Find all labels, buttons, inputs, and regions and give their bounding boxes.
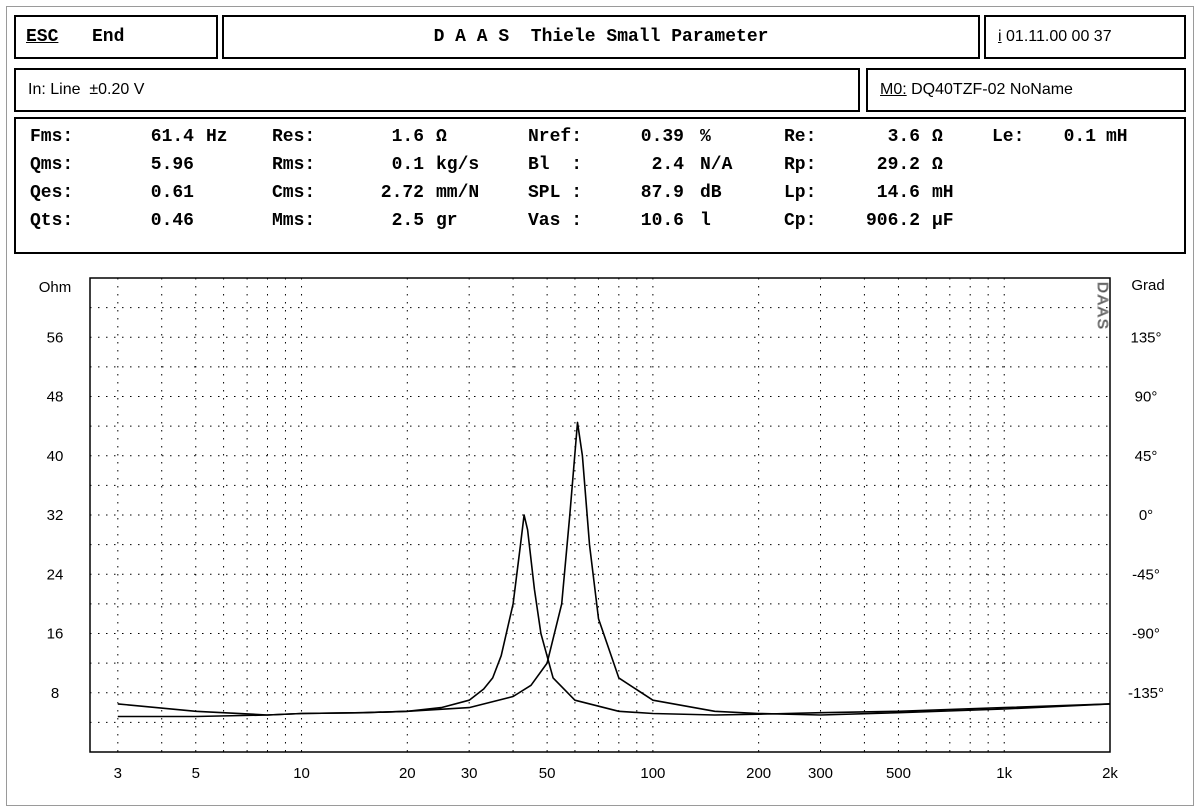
param-value: 29.2	[876, 155, 920, 175]
param-value: 0.39	[640, 127, 684, 147]
y-axis-label-left: Ohm	[39, 279, 72, 296]
y-tick-label-left: 16	[47, 626, 64, 643]
info-box[interactable]: i 01.11.00 00 37	[984, 15, 1186, 59]
param-unit: µF	[932, 211, 954, 231]
param-label: SPL :	[528, 183, 583, 203]
y-tick-label-left: 48	[47, 389, 64, 406]
y-tick-label-right: 135°	[1130, 329, 1161, 346]
param-label: Rp:	[784, 155, 817, 175]
info-button[interactable]: i	[998, 28, 1002, 45]
param-label: Le:	[992, 127, 1025, 147]
param-label: Qes:	[30, 183, 74, 203]
param-label: Cp:	[784, 211, 817, 231]
param-unit: mm/N	[436, 183, 480, 203]
param-label: Lp:	[784, 183, 817, 203]
param-value: 87.9	[640, 183, 684, 203]
param-unit: kg/s	[436, 155, 480, 175]
y-tick-label-right: -45°	[1132, 566, 1160, 583]
title-box: D A A S Thiele Small Parameter	[222, 15, 980, 59]
x-tick-label: 20	[399, 765, 416, 782]
y-tick-label-left: 8	[51, 685, 59, 702]
param-label: Bl :	[528, 155, 583, 175]
info-line: i 01.11.00 00 37	[998, 17, 1112, 57]
input-box: In: Line ±0.20 V	[14, 68, 860, 112]
param-unit: Ω	[932, 127, 943, 147]
param-label: Re:	[784, 127, 817, 147]
x-tick-label: 200	[746, 765, 771, 782]
param-unit: Ω	[932, 155, 943, 175]
y-tick-label-left: 40	[47, 448, 64, 465]
memory-key[interactable]: M0:	[880, 81, 907, 98]
memory-line: M0: DQ40TZF-02 NoName	[880, 70, 1073, 110]
y-tick-label-right: 90°	[1135, 389, 1158, 406]
param-value: 14.6	[876, 183, 920, 203]
memory-box[interactable]: M0: DQ40TZF-02 NoName	[866, 68, 1186, 112]
param-unit: Hz	[206, 127, 228, 147]
param-label: Fms:	[30, 127, 74, 147]
param-label: Res:	[272, 127, 316, 147]
param-value: 10.6	[640, 211, 684, 231]
param-value: 2.4	[651, 155, 684, 175]
page-title: D A A S Thiele Small Parameter	[433, 27, 769, 47]
x-tick-label: 50	[539, 765, 556, 782]
param-label: Vas :	[528, 211, 583, 231]
y-tick-label-right: -90°	[1132, 626, 1160, 643]
esc-button[interactable]: ESC	[26, 27, 59, 47]
param-value: 0.1	[391, 155, 424, 175]
param-value: 0.61	[150, 183, 194, 203]
param-value: 3.6	[887, 127, 920, 147]
param-label: Qms:	[30, 155, 74, 175]
x-tick-label: 3	[114, 765, 122, 782]
param-unit: l	[700, 211, 711, 231]
param-value: 906.2	[865, 211, 920, 231]
param-value: 1.6	[391, 127, 424, 147]
x-tick-label: 500	[886, 765, 911, 782]
param-label: Qts:	[30, 211, 74, 231]
y-tick-label-right: -135°	[1128, 685, 1164, 702]
daas-watermark: DAAS	[1094, 282, 1111, 331]
param-value: 2.5	[391, 211, 424, 231]
impedance-curve-2	[117, 421, 1111, 716]
param-value: 61.4	[150, 127, 194, 147]
y-tick-label-left: 24	[47, 566, 64, 583]
param-label: Cms:	[272, 183, 316, 203]
x-tick-label: 1k	[996, 765, 1012, 782]
y-tick-label-right: 45°	[1135, 448, 1158, 465]
param-unit: N/A	[700, 155, 733, 175]
param-value: 0.46	[150, 211, 194, 231]
param-unit: mH	[1106, 127, 1128, 147]
param-unit: mH	[932, 183, 954, 203]
param-unit: dB	[700, 183, 722, 203]
x-tick-label: 300	[808, 765, 833, 782]
input-level: In: Line ±0.20 V	[28, 81, 145, 98]
y-tick-label-left: 56	[47, 329, 64, 346]
y-tick-label-left: 32	[47, 507, 64, 524]
param-label: Nref:	[528, 127, 583, 147]
datetime: 01.11.00 00 37	[1006, 28, 1112, 45]
param-unit: gr	[436, 211, 458, 231]
param-value: 0.1	[1063, 127, 1096, 147]
param-label: Rms:	[272, 155, 316, 175]
y-axis-label-right: Grad	[1131, 277, 1164, 294]
param-label: Mms:	[272, 211, 316, 231]
app-frame	[6, 6, 1194, 806]
param-value: 2.72	[380, 183, 424, 203]
y-tick-label-right: 0°	[1139, 507, 1153, 524]
x-tick-label: 5	[192, 765, 200, 782]
plot-area	[89, 277, 1111, 753]
param-unit: Ω	[436, 127, 447, 147]
param-value: 5.96	[150, 155, 194, 175]
end-label: End	[92, 27, 125, 47]
x-tick-label: 2k	[1102, 765, 1118, 782]
x-tick-label: 30	[461, 765, 478, 782]
parameters-panel: Fms: 61.4 Hz Qms: 5.96 Qes: 0.61 Qts: 0.46 Res: 1.…	[14, 117, 1186, 254]
x-tick-label: 100	[640, 765, 665, 782]
x-tick-label: 10	[293, 765, 310, 782]
param-unit: %	[700, 127, 711, 147]
memory-name: DQ40TZF-02 NoName	[911, 81, 1073, 98]
esc-end-box[interactable]: ESC End	[14, 15, 218, 59]
